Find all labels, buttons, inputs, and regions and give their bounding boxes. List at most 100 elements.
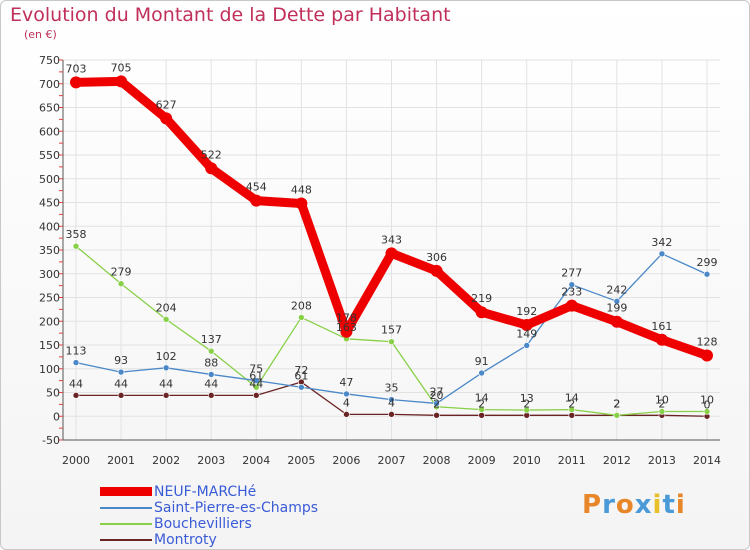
data-label: 0 <box>704 398 711 411</box>
y-tick-label: 300 <box>39 268 60 281</box>
data-label: 10 <box>700 394 714 407</box>
data-point <box>475 306 488 319</box>
data-point <box>298 383 305 391</box>
y-tick-label: 750 <box>39 54 60 67</box>
data-point <box>162 392 170 399</box>
y-tick-label: 0 <box>53 410 60 423</box>
data-point <box>478 406 485 413</box>
data-label: 35 <box>385 382 399 395</box>
data-label: 137 <box>201 333 222 346</box>
data-label: 88 <box>204 356 218 369</box>
data-point <box>343 411 350 418</box>
data-point <box>568 406 576 413</box>
data-point <box>162 364 170 372</box>
data-label: 299 <box>697 256 718 269</box>
data-point <box>520 319 533 332</box>
data-label: 2 <box>568 397 575 410</box>
data-label: 44 <box>159 377 173 390</box>
data-point <box>703 408 711 415</box>
data-label: 242 <box>606 283 627 296</box>
data-point <box>207 371 215 378</box>
data-label: 157 <box>381 324 402 337</box>
data-label: 44 <box>249 377 263 390</box>
data-label: 279 <box>111 266 132 279</box>
data-label: 2 <box>613 397 620 410</box>
data-label: 161 <box>651 320 672 333</box>
data-label: 2 <box>478 397 485 410</box>
data-point <box>162 316 170 323</box>
data-label: 233 <box>561 286 582 299</box>
data-label: 703 <box>66 62 87 75</box>
y-tick-label: 500 <box>39 173 60 186</box>
data-label: 163 <box>336 321 357 334</box>
data-label: 208 <box>291 299 312 312</box>
x-tick-label: 2009 <box>468 454 496 467</box>
data-label: 72 <box>294 364 308 377</box>
data-point <box>70 76 82 89</box>
data-point <box>568 281 576 288</box>
data-point <box>295 197 308 210</box>
series <box>70 75 713 420</box>
data-label: 627 <box>156 98 177 111</box>
legend-swatch <box>100 539 152 541</box>
data-label: 47 <box>339 376 353 389</box>
data-point <box>117 368 125 376</box>
data-point <box>160 112 173 125</box>
data-point <box>252 377 260 384</box>
x-tick-label: 2001 <box>107 454 135 467</box>
data-point <box>343 390 350 398</box>
legend-swatch <box>100 507 152 509</box>
y-tick-label: 100 <box>39 363 60 376</box>
proxiti-logo: Proxiti <box>582 490 686 520</box>
legend-label: Saint-Pierre-es-Champs <box>154 500 319 516</box>
data-label: 13 <box>520 392 534 405</box>
data-point <box>433 411 440 419</box>
data-point <box>610 315 623 328</box>
data-label: 44 <box>204 377 218 390</box>
y-tick-label: 250 <box>39 292 60 305</box>
legend-label: Bouchevilliers <box>154 516 252 532</box>
data-label: 522 <box>201 148 222 161</box>
data-label: 4 <box>343 396 350 409</box>
data-label: 102 <box>156 350 177 363</box>
data-label: 27 <box>430 385 444 398</box>
data-point <box>207 392 215 399</box>
data-point <box>478 369 485 377</box>
data-point <box>388 338 395 345</box>
data-label: 306 <box>426 251 447 264</box>
data-label: 2 <box>433 397 440 410</box>
data-label: 44 <box>69 377 83 390</box>
data-label: 113 <box>66 345 87 358</box>
axes: -500501001502002503003504004505005506006… <box>39 54 721 467</box>
x-tick-label: 2007 <box>378 454 406 467</box>
y-tick-label: 550 <box>39 149 60 162</box>
data-label: 199 <box>606 302 627 315</box>
data-label: 2 <box>523 397 530 410</box>
data-label: 61 <box>249 369 263 382</box>
legend-swatch <box>100 523 152 525</box>
data-label: 14 <box>475 392 489 405</box>
data-point <box>565 299 578 312</box>
data-label: 178 <box>336 312 357 325</box>
data-label: 705 <box>111 61 132 74</box>
data-label: 149 <box>516 327 537 340</box>
logo-letter: r <box>602 490 616 520</box>
data-label: 10 <box>655 394 669 407</box>
data-point <box>388 396 395 403</box>
chart-unit: (en €) <box>24 28 57 41</box>
y-tick-label: 700 <box>39 78 60 91</box>
data-point <box>430 264 443 277</box>
data-point <box>252 392 260 399</box>
data-label: 61 <box>294 369 308 382</box>
x-tick-label: 2010 <box>513 454 541 467</box>
x-tick-label: 2002 <box>152 454 180 467</box>
y-tick-label: 350 <box>39 244 60 257</box>
data-label: 358 <box>66 228 87 241</box>
data-label: 2 <box>658 397 665 410</box>
data-label: 93 <box>114 354 128 367</box>
x-tick-label: 2006 <box>332 454 360 467</box>
y-tick-label: -50 <box>42 434 60 447</box>
data-point <box>655 333 668 346</box>
legend-label: NEUF-MARCHé <box>154 484 257 500</box>
